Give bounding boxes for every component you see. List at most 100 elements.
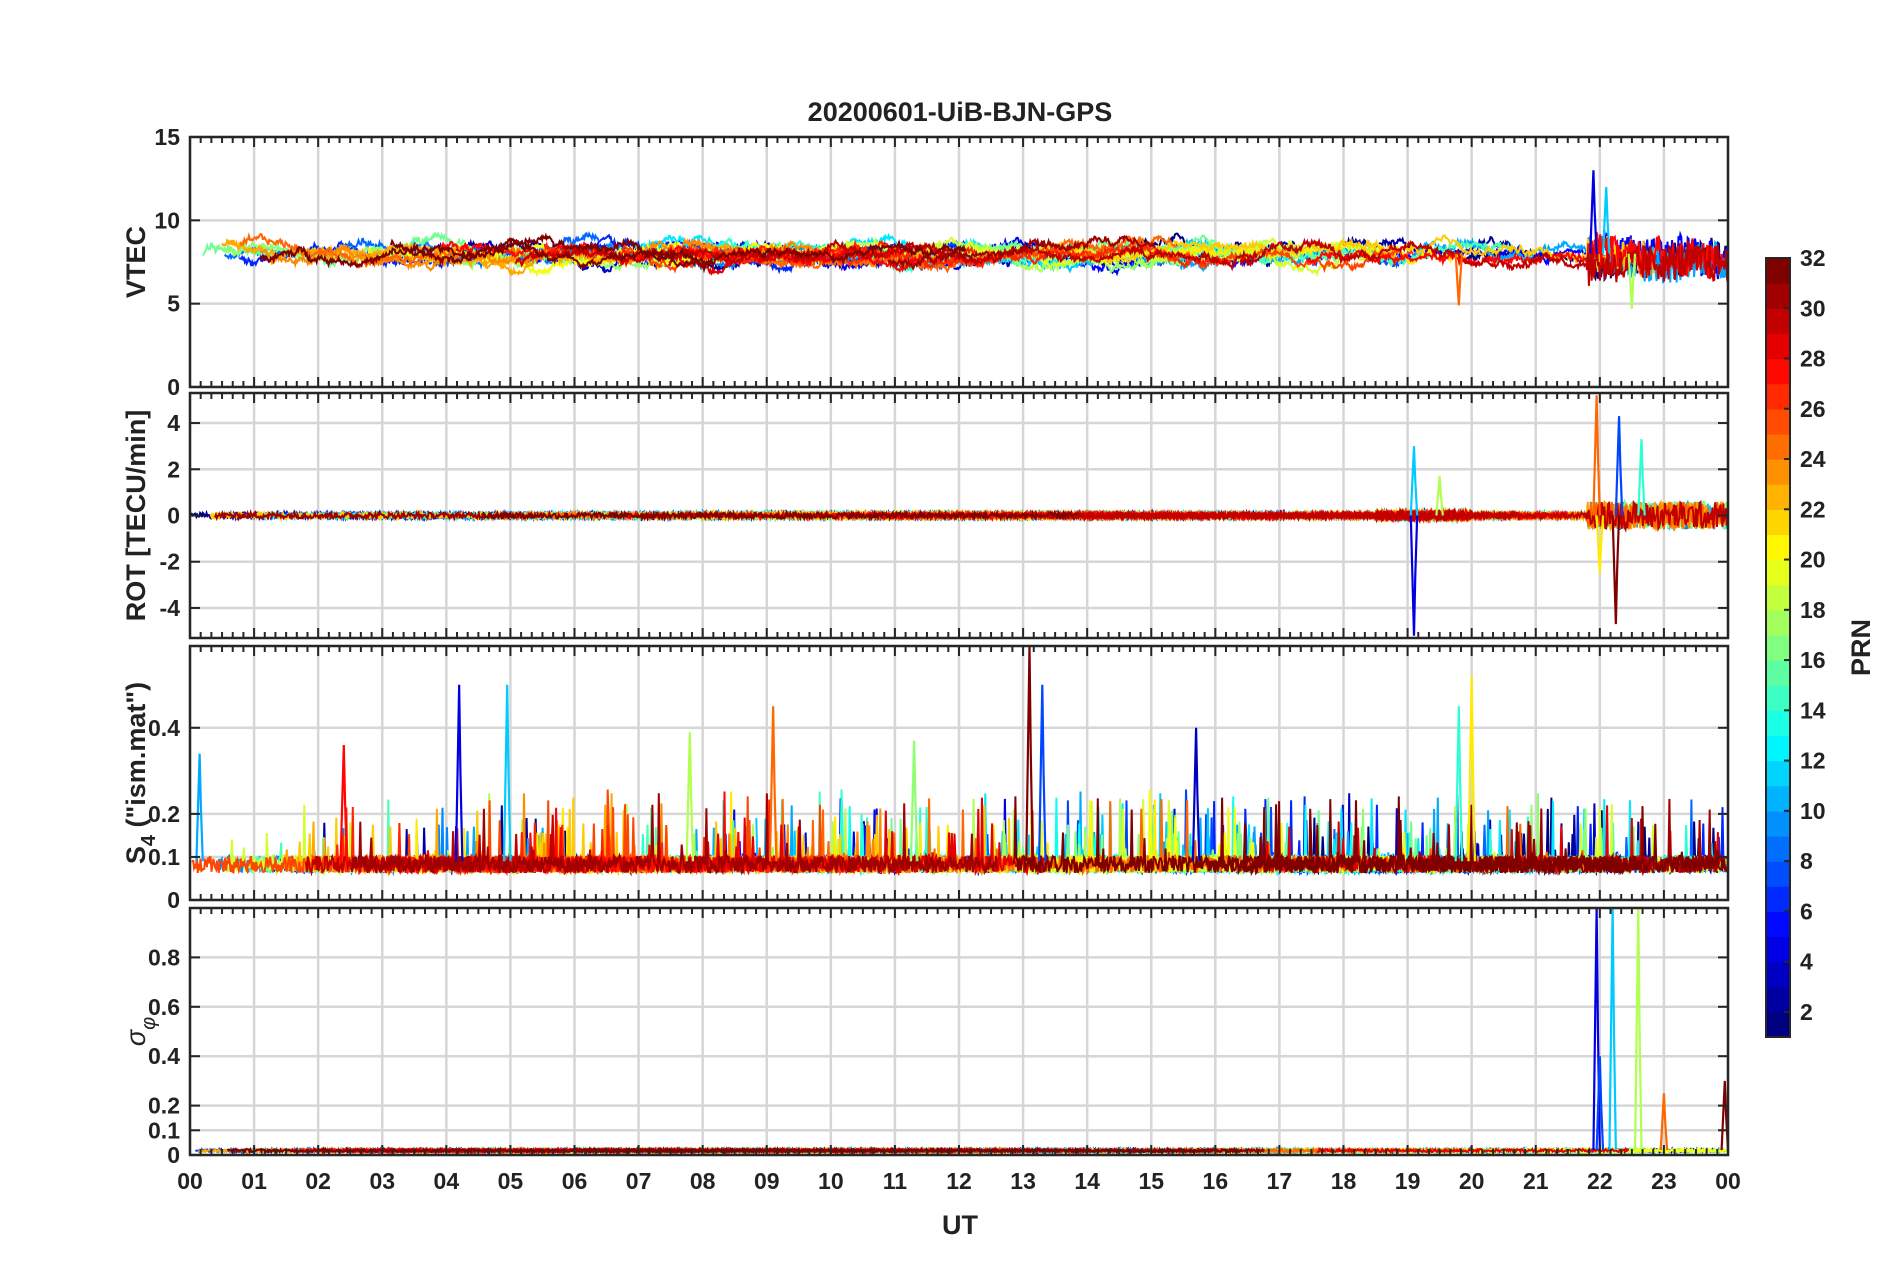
x-tick-label: 11 [883, 1168, 908, 1194]
y-tick-label: -2 [160, 549, 180, 575]
x-tick-label: 03 [369, 1168, 395, 1194]
y-axis-label: σφ [121, 1017, 160, 1046]
colorbar-label: PRN [1846, 619, 1876, 676]
y-axis-label: VTEC [121, 226, 151, 298]
colorbar-segment [1766, 735, 1790, 762]
x-tick-label: 10 [818, 1168, 844, 1194]
prn-trace [259, 238, 715, 274]
colorbar-segment [1766, 609, 1790, 636]
y-tick-label: 0 [167, 887, 180, 913]
spike-trace [1435, 476, 1444, 516]
x-tick-label: 14 [1074, 1168, 1100, 1194]
colorbar-segment [1766, 760, 1790, 787]
y-axis-label: S4 ("ism.mat") [121, 682, 160, 864]
colorbar-tick-label: 32 [1800, 245, 1826, 271]
traces [190, 395, 1728, 636]
spike-trace [1191, 727, 1201, 862]
chart-title: 20200601-UiB-BJN-GPS [808, 97, 1113, 127]
colorbar-tick-label: 26 [1800, 396, 1826, 422]
spike-trace [1409, 446, 1419, 516]
colorbar-segment [1766, 559, 1790, 586]
spike-trace [1611, 515, 1621, 625]
spike-trace [1608, 908, 1617, 1151]
vtec-panel: 0 5 10 15 VTEC [121, 124, 1730, 400]
spike-trace [339, 744, 349, 862]
colorbar-segment [1766, 509, 1790, 536]
colorbar-segment [1766, 484, 1790, 510]
x-tick-label: 21 [1523, 1168, 1549, 1194]
colorbar-segment [1766, 584, 1790, 611]
spike-trace [195, 753, 204, 862]
colorbar-tick-label: 8 [1800, 848, 1813, 874]
prn-trace [1239, 237, 1728, 286]
colorbar-segment [1766, 785, 1790, 812]
x-tick-label: 22 [1587, 1168, 1613, 1194]
colorbar-segment [1766, 634, 1790, 661]
spike-trace [1025, 646, 1034, 862]
y-tick-label: 0.1 [148, 1117, 180, 1143]
y-tick-label: 4 [167, 410, 180, 436]
spike-trace [1720, 1080, 1728, 1151]
y-tick-label: 0.1 [148, 844, 180, 870]
y-tick-label: 5 [167, 291, 180, 317]
y-tick-label: 0 [167, 1142, 180, 1168]
colorbar-tick-label: 10 [1800, 798, 1826, 824]
y-tick-label: -4 [160, 595, 181, 621]
spike-trace [1454, 253, 1464, 306]
colorbar-tick-label: 12 [1800, 748, 1826, 774]
prn-trace [887, 234, 1156, 271]
prn-trace [350, 793, 998, 876]
spike-trace [1659, 1093, 1669, 1151]
colorbar-tick-label: 24 [1800, 446, 1826, 472]
colorbar-tick-label: 22 [1800, 496, 1826, 522]
colorbar-segment [1766, 660, 1790, 686]
prn-trace [1204, 796, 1643, 877]
colorbar-tick-label: 16 [1800, 647, 1826, 673]
x-tick-label: 15 [1138, 1168, 1164, 1194]
x-tick-label: 04 [434, 1168, 460, 1194]
colorbar-segment [1766, 534, 1790, 561]
y-tick-label: 0.2 [148, 801, 180, 827]
x-tick-label: 23 [1651, 1168, 1677, 1194]
spike-trace [685, 732, 695, 862]
prn-trace [514, 238, 1258, 272]
colorbar-segment [1766, 308, 1790, 334]
colorbar-segment [1766, 936, 1790, 963]
spike-trace [768, 706, 778, 862]
x-tick-label: 01 [241, 1168, 267, 1194]
x-tick-label: 16 [1203, 1168, 1229, 1194]
x-tick-label: 19 [1395, 1168, 1421, 1194]
colorbar-segment [1766, 911, 1790, 938]
y-tick-label: 0.4 [148, 1043, 180, 1069]
prn-trace [214, 509, 535, 522]
colorbar-segment [1766, 810, 1790, 837]
y-tick-label: 2 [167, 456, 180, 482]
traces [191, 646, 1728, 877]
colorbar-segment [1766, 333, 1790, 360]
x-tick-label: 00 [177, 1168, 203, 1194]
spike-trace [1633, 908, 1643, 1151]
colorbar-tick-label: 4 [1800, 949, 1813, 975]
prn-trace [480, 508, 1080, 523]
prn-trace [226, 1146, 779, 1155]
colorbar-segment [1766, 886, 1790, 912]
x-tick-label: 09 [754, 1168, 780, 1194]
prn-trace [1046, 507, 1521, 525]
y-tick-label: 0.6 [148, 994, 180, 1020]
y-tick-label: 0.2 [148, 1093, 180, 1119]
x-tick-label: 18 [1331, 1168, 1357, 1194]
colorbar-segment [1766, 383, 1790, 410]
x-tick-label: 05 [498, 1168, 524, 1194]
x-tick-label: 07 [626, 1168, 652, 1194]
x-tick-label: 20 [1459, 1168, 1485, 1194]
spike-trace [1637, 439, 1646, 516]
s4-panel: 0 0.1 0.2 0.4S4 ("ism.mat") [121, 644, 1730, 913]
x-tick-label: 17 [1267, 1168, 1293, 1194]
colorbar-box [1765, 257, 1791, 1038]
x-tick-label: 02 [305, 1168, 331, 1194]
colorbar-tick-label: 28 [1800, 346, 1826, 372]
x-tick-label: 13 [1010, 1168, 1036, 1194]
spike-trace [1614, 416, 1624, 516]
spike-trace [1627, 253, 1637, 309]
